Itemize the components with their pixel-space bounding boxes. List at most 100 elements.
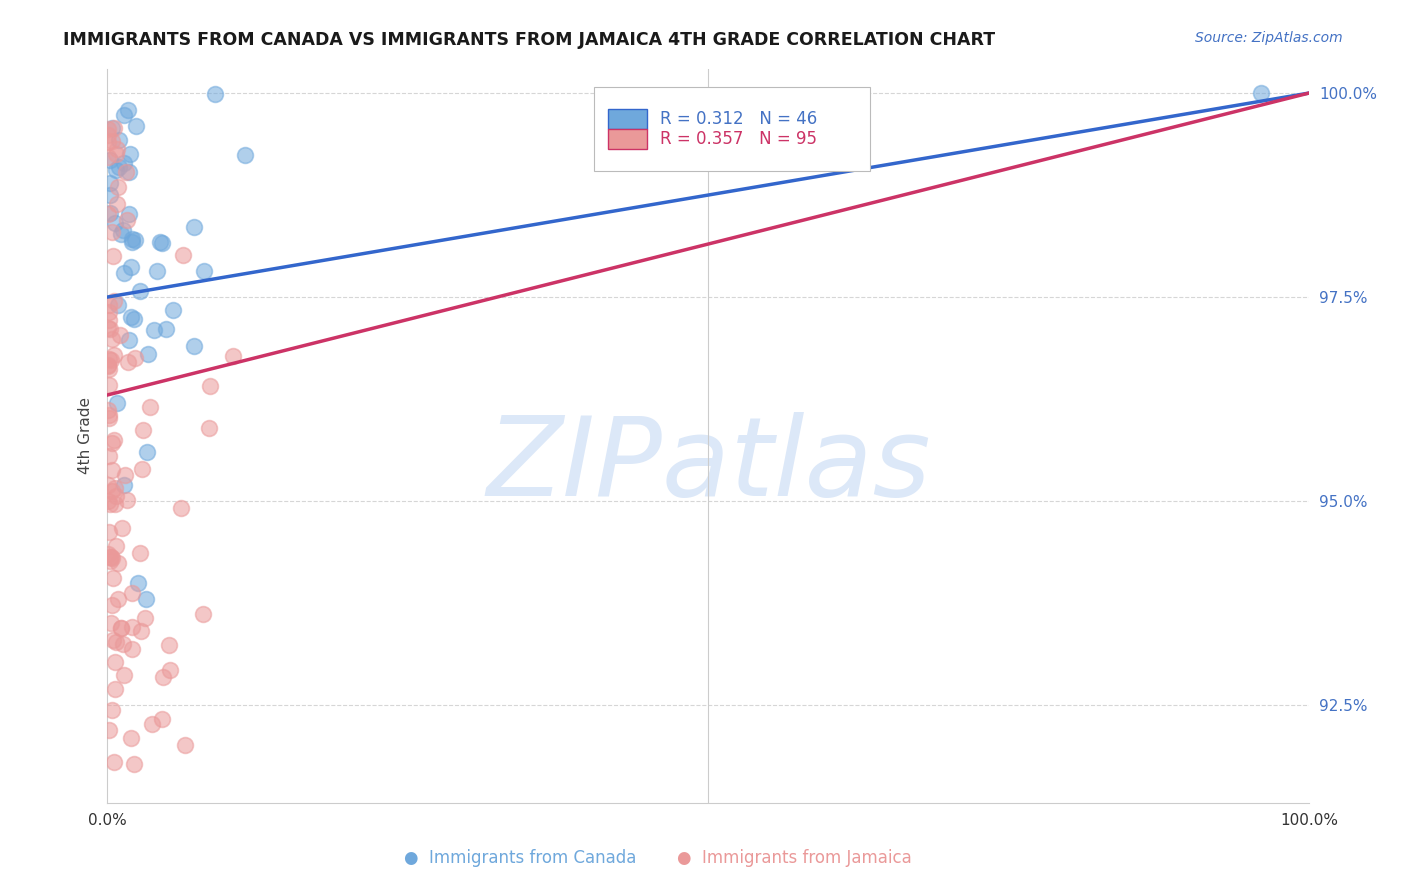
Point [204, 87, 226, 102]
Point [169, 501, 191, 516]
Point [112, 108, 135, 122]
Point [97, 150, 120, 164]
Point [101, 225, 124, 239]
Point [124, 351, 146, 366]
Point [97, 478, 120, 492]
Point [183, 339, 205, 353]
Point [1250, 86, 1272, 100]
Point [142, 323, 165, 337]
Point [120, 260, 142, 274]
Point [107, 179, 129, 194]
Point [98, 525, 121, 540]
Point [112, 668, 135, 682]
Point [124, 756, 146, 771]
Text: IMMIGRANTS FROM CANADA VS IMMIGRANTS FROM JAMAICA 4TH GRADE CORRELATION CHART: IMMIGRANTS FROM CANADA VS IMMIGRANTS FRO… [63, 31, 995, 49]
Point [98, 351, 121, 366]
Point [104, 655, 127, 669]
Point [152, 670, 174, 684]
Point [104, 216, 127, 230]
Point [183, 219, 205, 234]
Point [129, 284, 152, 298]
Point [134, 611, 156, 625]
Point [121, 310, 143, 325]
Point [97, 494, 120, 508]
Point [104, 481, 127, 495]
Point [101, 332, 124, 346]
Point [100, 484, 122, 499]
Point [159, 663, 181, 677]
Point [98, 554, 121, 568]
Point [103, 756, 125, 770]
Point [97, 449, 120, 463]
Point [125, 119, 148, 133]
Point [97, 207, 120, 221]
Text: ●  Immigrants from Jamaica: ● Immigrants from Jamaica [678, 849, 911, 867]
Point [104, 635, 127, 649]
Point [98, 177, 121, 191]
Point [191, 607, 214, 622]
Text: ●  Immigrants from Canada: ● Immigrants from Canada [404, 849, 637, 867]
Point [97, 136, 120, 150]
Point [101, 571, 124, 585]
Point [157, 639, 180, 653]
Point [198, 421, 221, 435]
Point [135, 592, 157, 607]
Point [98, 362, 121, 376]
Point [101, 436, 124, 450]
Point [111, 223, 134, 237]
Point [97, 358, 120, 372]
Point [103, 121, 125, 136]
Point [107, 298, 129, 312]
Point [118, 333, 141, 347]
Point [131, 624, 153, 639]
Point [98, 187, 121, 202]
Point [104, 681, 127, 696]
Point [131, 462, 153, 476]
Point [98, 322, 121, 336]
Point [105, 142, 128, 156]
Point [104, 163, 127, 178]
Point [136, 347, 159, 361]
Point [108, 160, 131, 174]
Point [121, 232, 143, 246]
Point [97, 359, 120, 374]
Bar [609, 128, 647, 149]
Point [114, 468, 136, 483]
Point [101, 120, 124, 135]
Point [103, 249, 125, 263]
Point [112, 266, 135, 280]
Point [120, 731, 142, 746]
Point [114, 156, 136, 170]
FancyBboxPatch shape [593, 87, 870, 171]
Point [101, 551, 124, 566]
Y-axis label: 4th Grade: 4th Grade [79, 397, 93, 475]
Point [150, 712, 173, 726]
Point [129, 546, 152, 560]
Point [101, 134, 124, 148]
Point [136, 445, 159, 459]
Point [122, 312, 145, 326]
Point [111, 521, 134, 535]
Point [101, 703, 124, 717]
Point [149, 235, 172, 250]
Point [114, 165, 136, 179]
Point [103, 434, 125, 448]
Point [155, 322, 177, 336]
Point [97, 402, 120, 417]
Point [98, 550, 121, 565]
Point [222, 349, 245, 363]
Point [117, 103, 139, 117]
Point [121, 620, 143, 634]
Point [100, 353, 122, 368]
Point [97, 723, 120, 737]
Point [193, 264, 215, 278]
Point [141, 716, 163, 731]
Point [121, 586, 143, 600]
Point [124, 234, 146, 248]
Point [97, 411, 120, 425]
Point [108, 327, 131, 342]
Point [127, 575, 149, 590]
Point [101, 632, 124, 647]
Point [110, 227, 132, 241]
Point [98, 378, 121, 392]
